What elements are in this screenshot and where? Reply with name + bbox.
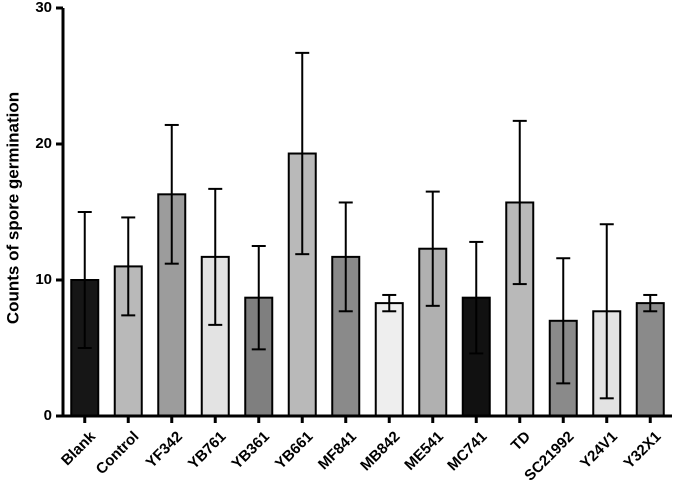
- bar-y32x1: [635, 302, 665, 417]
- x-tick-label: MF841: [315, 428, 360, 473]
- x-tick-label: YB661: [272, 428, 316, 472]
- y-axis-title: Counts of spore germination: [3, 92, 22, 324]
- x-tick-label: Blank: [58, 428, 99, 469]
- y-tick-label: 20: [35, 135, 52, 152]
- x-tick-label: YB361: [228, 428, 272, 472]
- x-tick-label: MC741: [444, 428, 490, 474]
- y-tick-label: 10: [35, 271, 52, 288]
- bar-mb842: [374, 302, 404, 417]
- x-tick-label: MB842: [357, 428, 403, 474]
- y-tick-label: 0: [44, 407, 52, 424]
- x-tick-label: Y32X1: [621, 428, 665, 472]
- x-tick-label: TD: [508, 428, 534, 454]
- error-bars: [77, 51, 658, 400]
- x-tick-label: Y24V1: [577, 428, 621, 472]
- y-axis: 0 10 20 30: [35, 0, 65, 424]
- bars: [70, 152, 665, 418]
- x-tick-label: ME541: [401, 428, 447, 474]
- x-tick-label: YF342: [143, 428, 186, 471]
- x-tick-label: YB761: [185, 428, 229, 472]
- x-tick-label: Control: [93, 428, 143, 478]
- y-tick-label: 30: [35, 0, 52, 16]
